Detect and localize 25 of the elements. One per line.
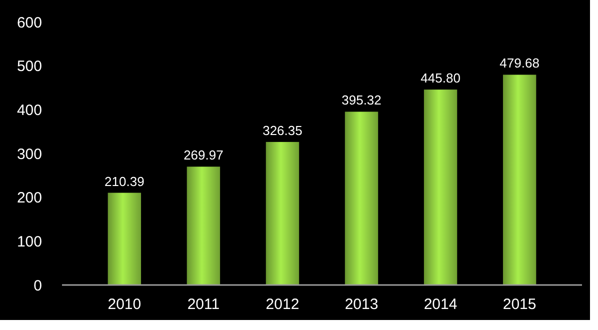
data-label: 210.39	[104, 174, 144, 189]
x-tick-label: 2013	[344, 296, 378, 313]
y-tick-label: 400	[16, 102, 42, 119]
data-label: 269.97	[184, 148, 224, 163]
x-tick-label: 2014	[424, 296, 458, 313]
data-label: 395.32	[342, 92, 382, 108]
bar	[186, 166, 220, 285]
bar	[502, 74, 536, 285]
data-label: 445.80	[420, 70, 460, 86]
bar	[344, 112, 378, 285]
y-tick-label: 200	[16, 190, 42, 207]
x-tick-label: 2010	[108, 296, 142, 313]
y-tick-label: 500	[16, 58, 42, 76]
bar	[424, 90, 458, 285]
y-tick-label: 300	[16, 146, 42, 163]
x-tick-label: 2011	[187, 296, 220, 313]
data-label: 479.68	[500, 56, 540, 71]
y-tick-label: 100	[16, 233, 42, 250]
x-tick-label: 2012	[266, 296, 300, 313]
x-tick-label: 2015	[502, 296, 536, 313]
y-tick-label: 600	[16, 14, 42, 32]
bar	[108, 192, 142, 285]
data-label: 326.35	[262, 122, 302, 138]
y-tick-label: 0	[34, 277, 42, 294]
bar	[266, 142, 300, 285]
